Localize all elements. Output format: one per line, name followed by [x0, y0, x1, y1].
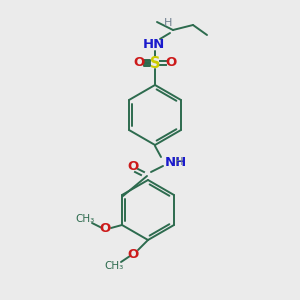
Text: H: H — [164, 18, 172, 28]
Text: O: O — [128, 160, 139, 172]
Text: CH₃: CH₃ — [75, 214, 94, 224]
Text: O: O — [134, 56, 145, 70]
Text: HN: HN — [143, 38, 165, 50]
Text: CH₃: CH₃ — [104, 261, 124, 271]
Text: O: O — [165, 56, 177, 70]
Text: O: O — [99, 223, 111, 236]
Text: NH: NH — [165, 155, 187, 169]
Text: O: O — [128, 248, 139, 260]
Text: S: S — [150, 56, 160, 70]
Text: H: H — [175, 157, 183, 167]
